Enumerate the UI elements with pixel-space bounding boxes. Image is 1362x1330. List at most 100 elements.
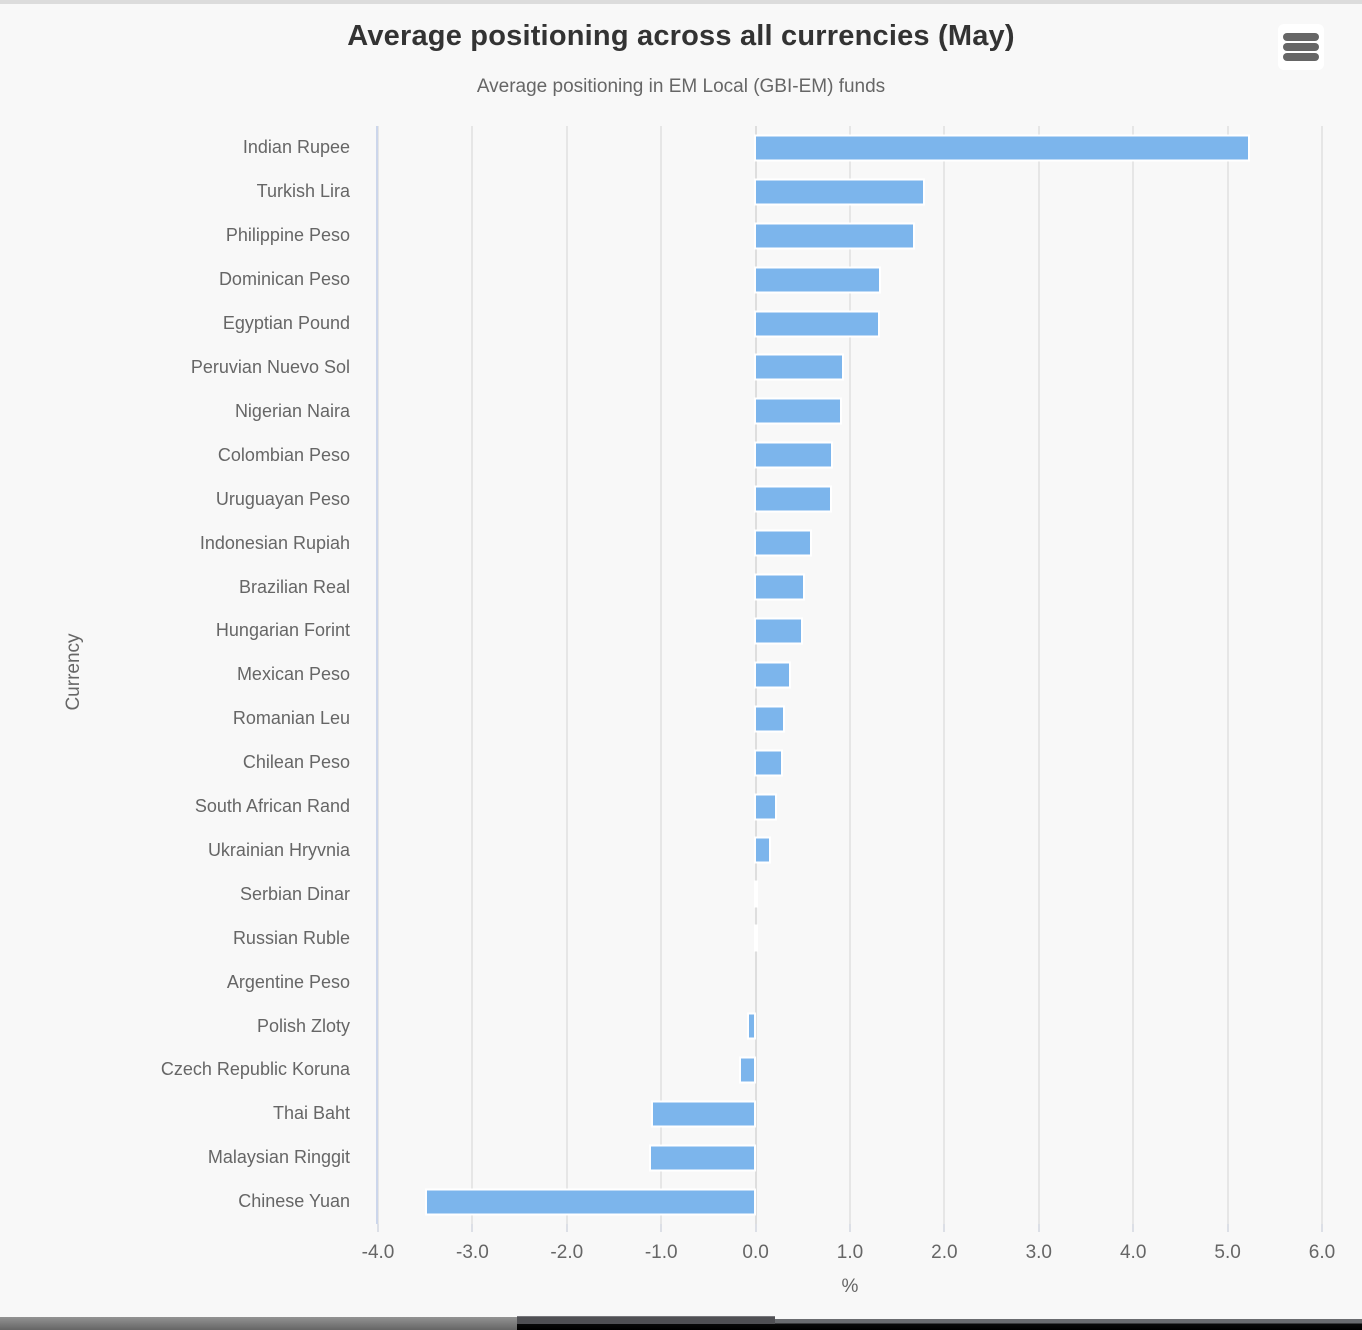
table-row: Czech Republic Koruna (0, 1048, 1362, 1092)
bar-track (378, 477, 1322, 521)
table-row: South African Rand (0, 785, 1362, 829)
table-row: Serbian Dinar (0, 872, 1362, 916)
table-row: Thai Baht (0, 1092, 1362, 1136)
x-axis-tick (1321, 1224, 1323, 1232)
bar[interactable] (753, 441, 833, 469)
chart-title: Average positioning across all currencie… (347, 20, 1015, 52)
x-axis-tick (849, 1224, 851, 1232)
category-label: Indian Rupee (242, 137, 350, 158)
bar[interactable] (753, 705, 785, 733)
bar-track (378, 565, 1322, 609)
x-axis-tick (565, 1224, 568, 1232)
gridline (943, 126, 946, 1224)
bar[interactable] (753, 266, 882, 294)
category-label: Hungarian Forint (215, 620, 350, 641)
x-axis-tick-label: 3.0 (1025, 1242, 1053, 1263)
bar[interactable] (753, 134, 1251, 162)
bar-track (378, 1136, 1322, 1180)
bar-track (378, 302, 1322, 346)
window-bottom-scrollbar (0, 1316, 1362, 1330)
bar[interactable] (746, 1012, 756, 1040)
bar[interactable] (739, 1056, 756, 1084)
category-label: Brazilian Real (238, 576, 350, 597)
bar[interactable] (753, 617, 803, 645)
bar[interactable] (753, 178, 925, 206)
bar[interactable] (425, 1188, 756, 1216)
table-row: Romanian Leu (0, 697, 1362, 741)
scrollbar-track-left (0, 1317, 517, 1330)
x-axis-tick-label: 4.0 (1119, 1242, 1147, 1263)
x-axis-tick-label: -4.0 (361, 1242, 395, 1263)
plot-area (377, 126, 1323, 1224)
bar-rows: Indian Rupee Turkish Lira Philippine Peso D… (0, 126, 1362, 1224)
bar[interactable] (753, 880, 759, 908)
export-menu-button[interactable] (1278, 24, 1324, 70)
bar-track (378, 126, 1322, 170)
bar[interactable] (753, 310, 881, 338)
hamburger-icon (1283, 33, 1319, 41)
table-row: Brazilian Real (0, 565, 1362, 609)
bar-track (378, 609, 1322, 653)
bar[interactable] (753, 397, 843, 425)
bar-track (378, 1092, 1322, 1136)
table-row: Malaysian Ringgit (0, 1136, 1362, 1180)
scrollbar-track-right (517, 1319, 1362, 1330)
bar[interactable] (753, 836, 771, 864)
bar[interactable] (753, 661, 791, 689)
bar[interactable] (753, 924, 758, 952)
chart-subtitle: Average positioning in EM Local (GBI-EM)… (476, 76, 886, 97)
category-label: Polish Zloty (256, 1015, 350, 1036)
table-row: Turkish Lira (0, 170, 1362, 214)
category-label: Chinese Yuan (238, 1191, 350, 1212)
gridline (1037, 126, 1040, 1224)
bar-track (378, 170, 1322, 214)
table-row: Hungarian Forint (0, 609, 1362, 653)
category-label: Egyptian Pound (222, 313, 350, 334)
table-row: Colombian Peso (0, 433, 1362, 477)
bar-track (378, 960, 1322, 1004)
bar[interactable] (753, 485, 833, 513)
bar-track (378, 389, 1322, 433)
x-axis-title: % (841, 1276, 859, 1297)
category-label: Argentine Peso (226, 971, 350, 992)
x-axis-tick-label: -2.0 (550, 1242, 584, 1263)
bar-track (378, 1004, 1322, 1048)
gridline (1321, 126, 1323, 1224)
x-axis-tick-label: 1.0 (836, 1242, 864, 1263)
bar-track (378, 521, 1322, 565)
x-axis-tick (754, 1224, 757, 1232)
category-label: Philippine Peso (225, 225, 350, 246)
table-row: Uruguayan Peso (0, 477, 1362, 521)
table-row: Egyptian Pound (0, 302, 1362, 346)
x-axis-tick-label: 6.0 (1308, 1242, 1336, 1263)
x-axis-tick (1226, 1224, 1229, 1232)
bar[interactable] (650, 1100, 756, 1128)
scrollbar-thumb[interactable] (517, 1316, 775, 1324)
x-axis-tick (377, 1224, 379, 1232)
bar-track (378, 741, 1322, 785)
bar-track (378, 785, 1322, 829)
bar-track (378, 829, 1322, 873)
bar[interactable] (753, 749, 783, 777)
bar-track (378, 346, 1322, 390)
category-label: Dominican Peso (218, 269, 350, 290)
x-axis-tick (1132, 1224, 1135, 1232)
x-axis-tick-label: 2.0 (931, 1242, 958, 1263)
table-row: Polish Zloty (0, 1004, 1362, 1048)
bar[interactable] (753, 793, 778, 821)
bar[interactable] (753, 222, 916, 250)
bar[interactable] (753, 573, 805, 601)
table-row: Mexican Peso (0, 653, 1362, 697)
x-axis-tick (1037, 1224, 1040, 1232)
bar[interactable] (648, 1144, 756, 1172)
bar[interactable] (753, 529, 813, 557)
bar-track (378, 1048, 1322, 1092)
bar-track (378, 214, 1322, 258)
category-label: Russian Ruble (232, 927, 350, 948)
bar[interactable] (753, 353, 845, 381)
category-label: Colombian Peso (217, 444, 350, 465)
gridline (660, 126, 663, 1224)
gridline (849, 126, 851, 1224)
bar-track (378, 697, 1322, 741)
